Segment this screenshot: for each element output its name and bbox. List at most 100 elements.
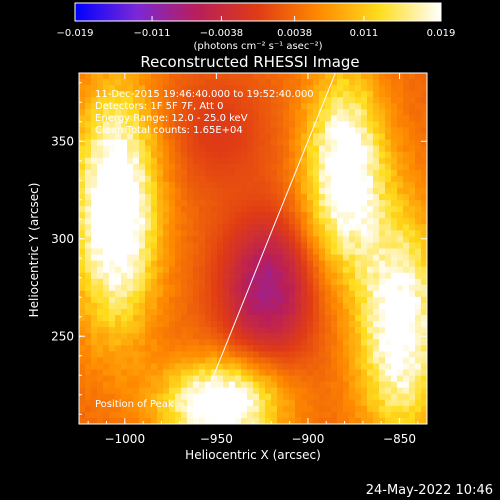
heatmap-pixel bbox=[367, 85, 374, 92]
heatmap-pixel bbox=[241, 163, 248, 171]
heatmap-pixel bbox=[415, 212, 422, 219]
heatmap-pixel bbox=[151, 163, 158, 171]
heatmap-pixel bbox=[193, 157, 200, 165]
heatmap-pixel bbox=[169, 393, 176, 401]
heatmap-pixel bbox=[289, 109, 296, 116]
heatmap-pixel bbox=[391, 169, 398, 177]
heatmap-pixel bbox=[175, 163, 182, 171]
heatmap-pixel bbox=[331, 103, 338, 110]
heatmap-pixel bbox=[127, 296, 134, 304]
heatmap-pixel bbox=[325, 302, 332, 310]
heatmap-pixel bbox=[349, 163, 356, 171]
heatmap-pixel bbox=[391, 97, 398, 104]
heatmap-pixel bbox=[229, 296, 236, 304]
heatmap-pixel bbox=[187, 79, 194, 86]
heatmap-pixel bbox=[259, 254, 266, 262]
heatmap-pixel bbox=[295, 79, 302, 86]
heatmap-pixel bbox=[343, 315, 350, 322]
heatmap-pixel bbox=[115, 327, 122, 334]
heatmap-pixel bbox=[199, 363, 206, 371]
heatmap-pixel bbox=[319, 242, 326, 250]
heatmap-pixel bbox=[283, 133, 290, 141]
heatmap-pixel bbox=[157, 290, 164, 298]
heatmap-pixel bbox=[139, 230, 146, 237]
heatmap-pixel bbox=[193, 97, 200, 104]
heatmap-pixel bbox=[85, 369, 92, 377]
heatmap-pixel bbox=[211, 115, 218, 123]
heatmap-pixel bbox=[379, 163, 386, 171]
heatmap-pixel bbox=[337, 266, 344, 274]
heatmap-pixel bbox=[325, 309, 332, 316]
heatmap-pixel bbox=[133, 327, 140, 334]
heatmap-pixel bbox=[373, 194, 380, 201]
heatmap-pixel bbox=[397, 169, 404, 177]
heatmap-pixel bbox=[151, 369, 158, 377]
heatmap-pixel bbox=[85, 200, 92, 207]
heatmap-pixel bbox=[397, 248, 404, 256]
heatmap-pixel bbox=[403, 175, 410, 183]
heatmap-pixel bbox=[289, 351, 296, 359]
heatmap-pixel bbox=[151, 157, 158, 165]
heatmap-pixel bbox=[103, 315, 110, 322]
heatmap-pixel bbox=[235, 351, 242, 359]
heatmap-pixel bbox=[133, 290, 140, 298]
heatmap-pixel bbox=[403, 387, 410, 395]
heatmap-pixel bbox=[109, 121, 116, 129]
heatmap-pixel bbox=[301, 321, 308, 328]
heatmap-pixel bbox=[373, 163, 380, 171]
heatmap-pixel bbox=[271, 345, 278, 352]
heatmap-pixel bbox=[379, 399, 386, 407]
heatmap-pixel bbox=[403, 181, 410, 189]
heatmap-pixel bbox=[259, 363, 266, 371]
heatmap-pixel bbox=[253, 254, 260, 262]
heatmap-pixel bbox=[241, 127, 248, 135]
heatmap-pixel bbox=[199, 321, 206, 328]
heatmap-pixel bbox=[127, 351, 134, 359]
heatmap-pixel bbox=[319, 212, 326, 219]
heatmap-pixel bbox=[115, 224, 122, 231]
heatmap-pixel bbox=[343, 357, 350, 365]
heatmap-pixel bbox=[127, 321, 134, 328]
heatmap-pixel bbox=[307, 399, 314, 407]
heatmap-pixel bbox=[277, 411, 284, 419]
heatmap-pixel bbox=[91, 266, 98, 274]
heatmap-pixel bbox=[385, 224, 392, 231]
heatmap-pixel bbox=[139, 73, 146, 80]
heatmap-pixel bbox=[361, 411, 368, 419]
heatmap-pixel bbox=[397, 369, 404, 377]
heatmap-pixel bbox=[187, 175, 194, 183]
heatmap-pixel bbox=[343, 206, 350, 213]
heatmap-pixel bbox=[397, 405, 404, 413]
heatmap-pixel bbox=[79, 115, 86, 123]
heatmap-pixel bbox=[109, 91, 116, 98]
heatmap-pixel bbox=[349, 321, 356, 328]
heatmap-pixel bbox=[97, 333, 104, 340]
heatmap-pixel bbox=[283, 163, 290, 171]
heatmap-pixel bbox=[265, 327, 272, 334]
heatmap-pixel bbox=[277, 351, 284, 359]
heatmap-pixel bbox=[115, 411, 122, 419]
heatmap-pixel bbox=[79, 321, 86, 328]
heatmap-pixel bbox=[373, 181, 380, 189]
heatmap-pixel bbox=[109, 327, 116, 334]
heatmap-pixel bbox=[271, 85, 278, 92]
heatmap-pixel bbox=[349, 254, 356, 262]
heatmap-pixel bbox=[313, 411, 320, 419]
heatmap-pixel bbox=[331, 417, 338, 424]
heatmap-pixel bbox=[259, 242, 266, 250]
heatmap-pixel bbox=[295, 97, 302, 104]
heatmap-pixel bbox=[319, 266, 326, 274]
heatmap-pixel bbox=[151, 357, 158, 365]
heatmap-pixel bbox=[391, 393, 398, 401]
heatmap-pixel bbox=[241, 260, 248, 268]
heatmap-pixel bbox=[265, 85, 272, 92]
heatmap-pixel bbox=[205, 121, 212, 129]
heatmap-pixel bbox=[223, 309, 230, 316]
heatmap-pixel bbox=[259, 351, 266, 359]
heatmap-pixel bbox=[103, 339, 110, 346]
heatmap-pixel bbox=[175, 272, 182, 280]
heatmap-pixel bbox=[355, 321, 362, 328]
heatmap-pixel bbox=[265, 339, 272, 346]
heatmap-pixel bbox=[301, 206, 308, 213]
heatmap-pixel bbox=[211, 260, 218, 268]
